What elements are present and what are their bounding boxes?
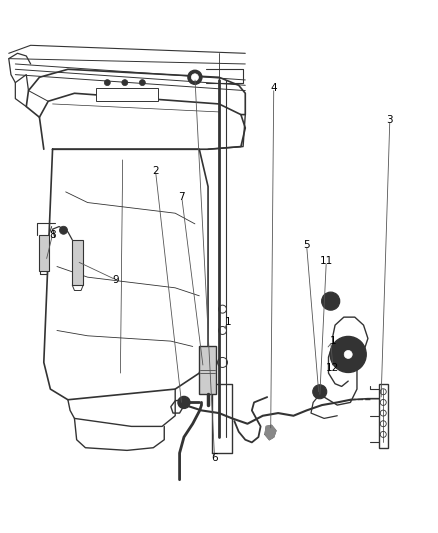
Bar: [96, 88, 158, 101]
Bar: [39, 235, 49, 271]
Text: 1: 1: [224, 318, 231, 327]
Text: 8: 8: [49, 230, 56, 239]
Circle shape: [191, 74, 198, 81]
Circle shape: [316, 388, 323, 395]
Circle shape: [139, 79, 145, 86]
Circle shape: [188, 70, 202, 84]
Text: 9: 9: [113, 275, 120, 285]
Text: 5: 5: [303, 240, 310, 250]
Bar: [379, 384, 388, 448]
Circle shape: [326, 296, 336, 306]
Text: 11: 11: [320, 256, 333, 266]
Text: 6: 6: [211, 454, 218, 463]
Circle shape: [330, 336, 366, 373]
Circle shape: [60, 226, 67, 235]
Bar: [199, 346, 216, 394]
Circle shape: [321, 292, 340, 310]
Text: 12: 12: [326, 363, 339, 373]
Circle shape: [344, 350, 352, 359]
Circle shape: [339, 345, 357, 364]
Circle shape: [122, 79, 128, 86]
Text: 4: 4: [270, 83, 277, 93]
Circle shape: [328, 299, 333, 303]
Circle shape: [181, 399, 187, 406]
Circle shape: [104, 79, 110, 86]
Polygon shape: [265, 425, 276, 440]
Circle shape: [313, 385, 327, 399]
Text: 7: 7: [178, 192, 185, 202]
Bar: [72, 240, 83, 285]
Text: 3: 3: [386, 115, 393, 125]
Circle shape: [178, 397, 190, 408]
Text: 1: 1: [329, 336, 336, 346]
Text: 2: 2: [152, 166, 159, 175]
